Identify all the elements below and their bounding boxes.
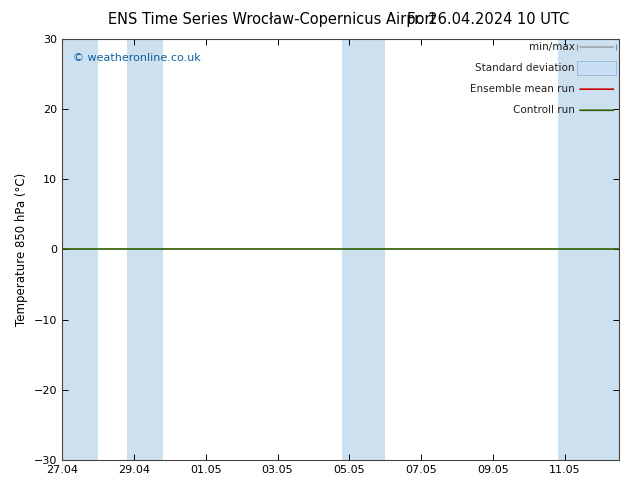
- Bar: [127, 39, 162, 460]
- Bar: [342, 39, 385, 460]
- FancyBboxPatch shape: [577, 61, 616, 75]
- Bar: [62, 39, 98, 460]
- Text: min/max: min/max: [529, 42, 574, 52]
- Text: Ensemble mean run: Ensemble mean run: [470, 84, 574, 94]
- Bar: [558, 39, 619, 460]
- Text: Fr. 26.04.2024 10 UTC: Fr. 26.04.2024 10 UTC: [407, 12, 569, 27]
- Text: Standard deviation: Standard deviation: [475, 63, 574, 73]
- Text: ENS Time Series Wrocław-Copernicus Airport: ENS Time Series Wrocław-Copernicus Airpo…: [108, 12, 437, 27]
- Text: © weatheronline.co.uk: © weatheronline.co.uk: [73, 53, 201, 63]
- Y-axis label: Temperature 850 hPa (°C): Temperature 850 hPa (°C): [15, 173, 28, 326]
- Text: Controll run: Controll run: [512, 105, 574, 115]
